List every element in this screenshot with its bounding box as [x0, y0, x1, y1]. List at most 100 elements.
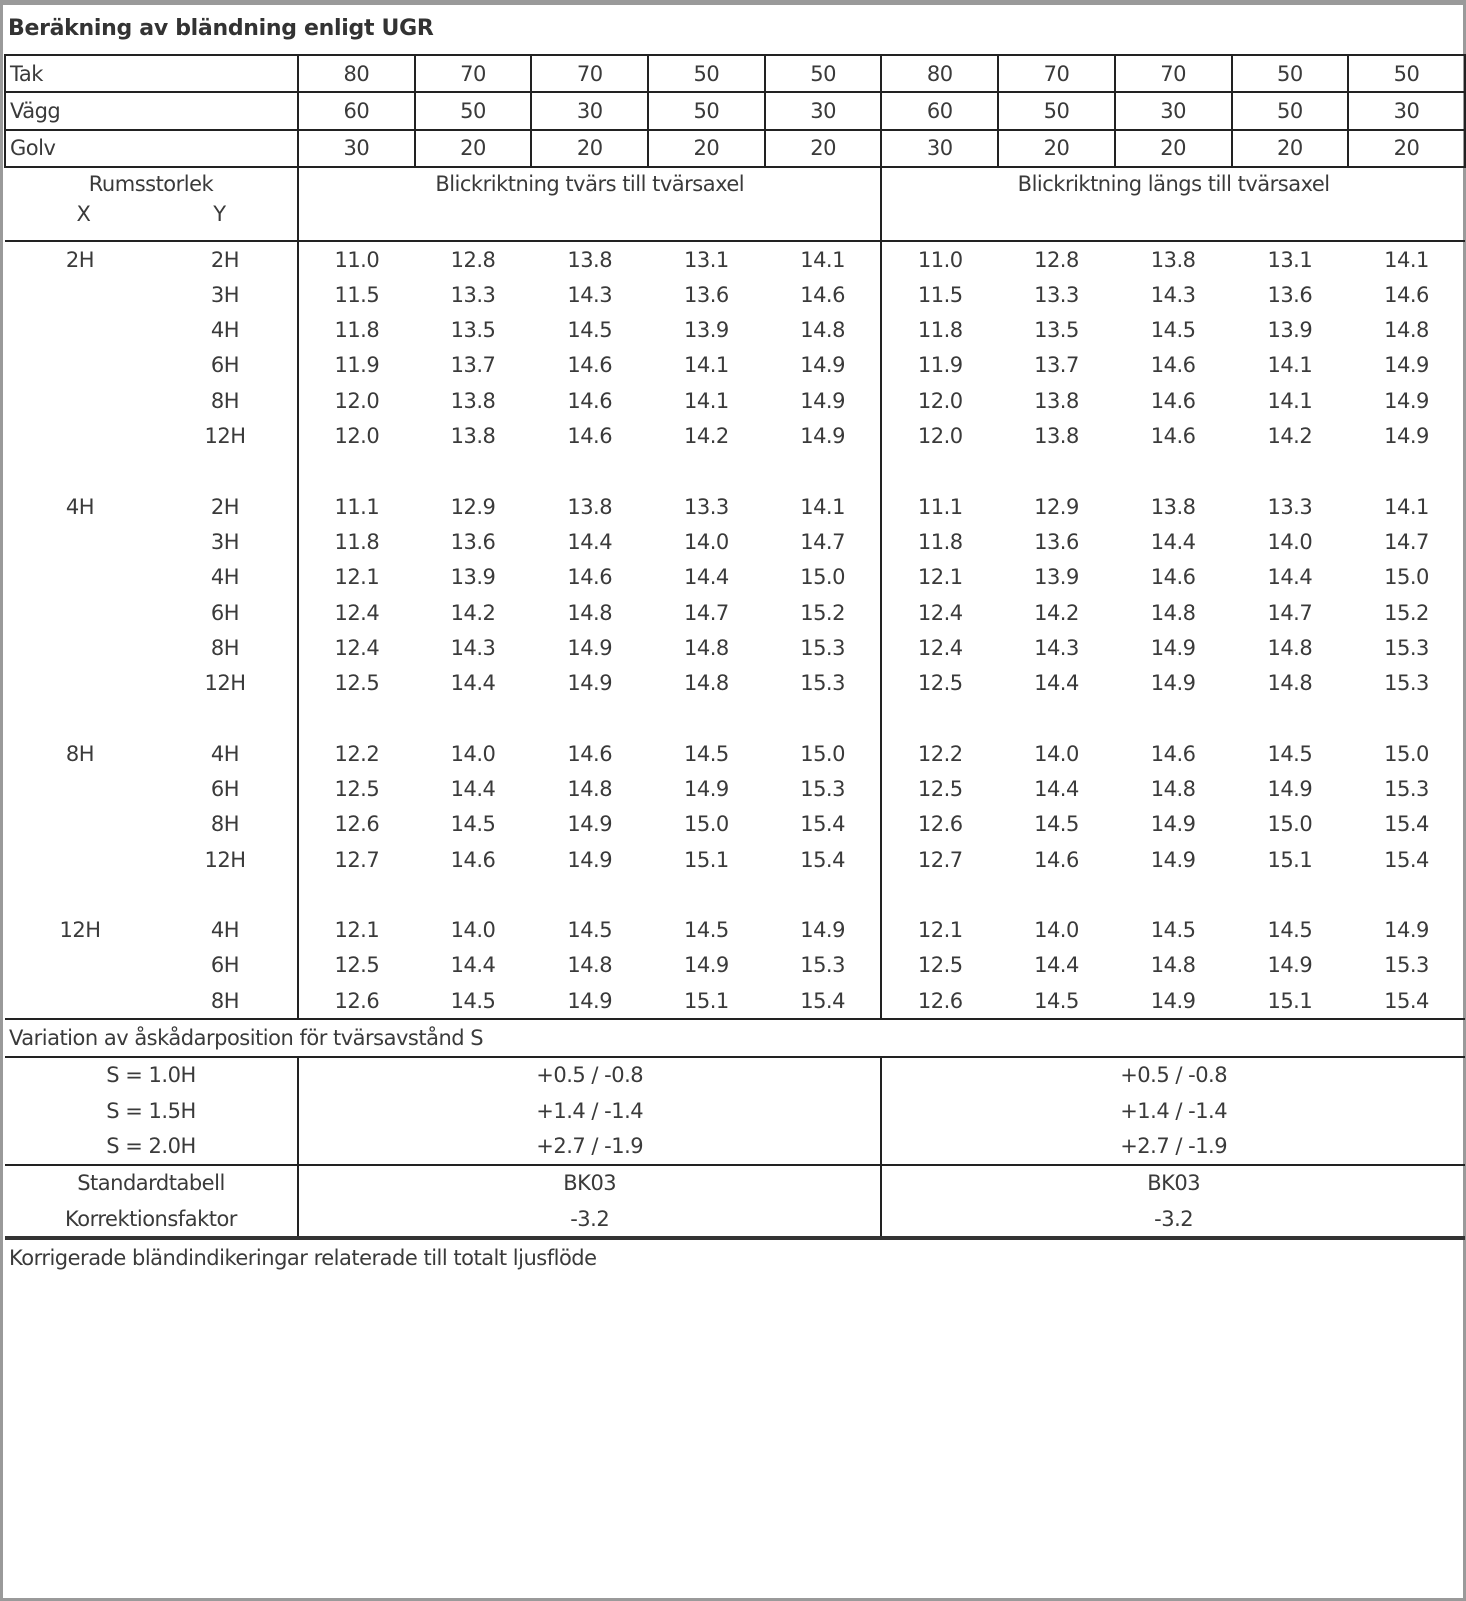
standard-row: Standardtabell BK03 BK03 [5, 1164, 1465, 1201]
ugr-value: 14.9 [1267, 953, 1313, 978]
ugr-value: 14.1 [684, 388, 729, 413]
ugr-value: 13.8 [1034, 388, 1079, 413]
ugr-value: 14.5 [1034, 812, 1079, 837]
reflectance-value: 50 [763, 53, 883, 94]
reflectance-value: 70 [997, 53, 1116, 94]
ugr-value: 15.4 [800, 847, 845, 872]
spacer-row [5, 700, 1465, 737]
data-row: 6H 12.4 14.2 14.8 14.7 15.2 12.4 14.2 14.8 14.7 15… [5, 594, 1465, 631]
room-size-cell: 6H [5, 771, 298, 806]
ugr-value: 13.5 [1034, 318, 1079, 343]
spacer [880, 700, 1465, 737]
ugr-value: 15.3 [1384, 776, 1429, 801]
ugr-value: 14.8 [1267, 635, 1313, 660]
ugr-value: 12.8 [450, 247, 496, 272]
data-row: 12H 12.7 14.6 14.9 15.1 15.4 12.7 14.6 14.9 15.1 1… [5, 841, 1465, 878]
ugr-value: 14.9 [567, 671, 613, 696]
ugr-value: 14.9 [567, 988, 613, 1013]
ugr-value: 12.1 [880, 912, 999, 948]
reflectance-value: 30 [763, 91, 883, 131]
ugr-value: 13.7 [1034, 353, 1079, 378]
room-x [5, 777, 155, 801]
reflectance-value: 60 [297, 91, 416, 131]
ugr-value: 14.8 [800, 318, 845, 343]
reflectance-value: 50 [413, 91, 533, 131]
spacer [880, 453, 1465, 489]
ugr-value: 12.1 [880, 559, 999, 595]
ugr-value: 11.5 [297, 277, 415, 313]
ugr-value: 15.3 [800, 635, 845, 660]
ugr-value: 12.5 [297, 771, 415, 807]
reflectance-value: 80 [297, 53, 416, 94]
room-size-cell: 6H [5, 948, 298, 983]
ugr-value: 14.7 [684, 600, 729, 625]
variation-label: S = 2.0H [5, 1128, 298, 1166]
ugr-value: 13.9 [450, 565, 496, 590]
room-size-cell: 4H 2H [5, 489, 298, 524]
ugr-value: 14.5 [567, 918, 613, 943]
ugr-value: 12.6 [880, 806, 999, 842]
variation-crosswise: +2.7 / -1.9 [296, 1128, 882, 1166]
standard-crosswise: BK03 [296, 1164, 882, 1201]
ugr-value: 13.6 [1267, 282, 1313, 307]
ugr-value: 14.9 [1384, 918, 1429, 943]
reflectance-value: 20 [763, 128, 883, 168]
ugr-value: 15.4 [1384, 847, 1429, 872]
data-row: 8H 12.6 14.5 14.9 15.1 15.4 12.6 14.5 14.9 15.1 15… [5, 983, 1465, 1020]
data-row: 8H 12.6 14.5 14.9 15.0 15.4 12.6 14.5 14.9 15.0 15… [5, 806, 1465, 842]
ugr-value: 12.2 [297, 736, 415, 772]
ugr-value: 13.7 [450, 353, 496, 378]
ugr-value: 14.9 [1150, 812, 1196, 837]
ugr-value: 13.8 [1034, 424, 1079, 449]
ugr-value: 14.2 [1034, 600, 1079, 625]
room-y: 4H [210, 918, 240, 943]
ugr-value: 15.1 [1267, 847, 1313, 872]
room-size-cell: 4H [5, 312, 298, 347]
lengthwise-header: Blickriktning längs till tvärsaxel [880, 165, 1465, 242]
reflectance-value: 30 [1113, 91, 1233, 131]
ugr-value: 15.1 [1267, 988, 1313, 1013]
room-y: 3H [210, 282, 240, 307]
ugr-value: 14.0 [684, 529, 729, 554]
room-x [5, 953, 155, 977]
data-row: 3H 11.5 13.3 14.3 13.6 14.6 11.5 13.3 14.3 13.6 14… [5, 277, 1465, 313]
header-row: Rumsstorlek X Y Blickriktning tvärs till tv… [5, 165, 1465, 242]
data-row: 8H 12.0 13.8 14.6 14.1 14.9 12.0 13.8 14.6 14.1 14… [5, 383, 1465, 419]
ugr-value: 14.5 [1150, 318, 1196, 343]
ugr-value: 12.6 [297, 983, 415, 1020]
reflectance-row: Golv 30 20 20 20 20 30 20 20 20 20 [4, 128, 1466, 168]
reflectance-value: 80 [880, 53, 1000, 94]
ugr-value: 11.0 [297, 240, 415, 278]
ugr-value: 12.4 [297, 630, 415, 666]
x-label: X [76, 201, 91, 226]
ugr-value: 14.6 [567, 424, 613, 449]
reflectance-value: 30 [530, 91, 650, 131]
ugr-value: 14.5 [567, 318, 613, 343]
ugr-value: 14.5 [1034, 988, 1079, 1013]
room-y: 2H [210, 247, 240, 272]
room-y: 8H [210, 388, 240, 413]
room-size-cell: 3H [5, 277, 298, 312]
ugr-value: 14.8 [1150, 953, 1196, 978]
room-size-cell: 4H [5, 560, 298, 595]
ugr-value: 13.6 [1034, 529, 1079, 554]
room-x [5, 601, 155, 625]
ugr-value: 14.4 [450, 776, 496, 801]
variation-row: S = 2.0H +2.7 / -1.9 +2.7 / -1.9 [5, 1128, 1465, 1166]
variation-title: Variation av åskådarposition för tvärsav… [5, 1018, 1465, 1058]
ugr-value: 14.1 [800, 494, 845, 519]
ugr-value: 15.2 [1384, 600, 1429, 625]
data-row: 4H 11.8 13.5 14.5 13.9 14.8 11.8 13.5 14.5 13.9 14… [5, 312, 1465, 348]
reflectance-value: 70 [1113, 53, 1233, 94]
ugr-value: 14.8 [1267, 671, 1313, 696]
ugr-value: 15.0 [800, 565, 845, 590]
reflectance-value: 20 [413, 128, 533, 168]
variation-label: S = 1.5H [106, 1098, 196, 1123]
ugr-value: 14.9 [1384, 353, 1429, 378]
room-y: 4H [210, 565, 240, 590]
room-size-cell: 2H 2H [5, 241, 298, 277]
ugr-value: 14.6 [450, 847, 496, 872]
ugr-value: 12.5 [297, 665, 415, 701]
ugr-value: 15.4 [800, 988, 845, 1013]
ugr-value: 11.8 [297, 312, 415, 348]
